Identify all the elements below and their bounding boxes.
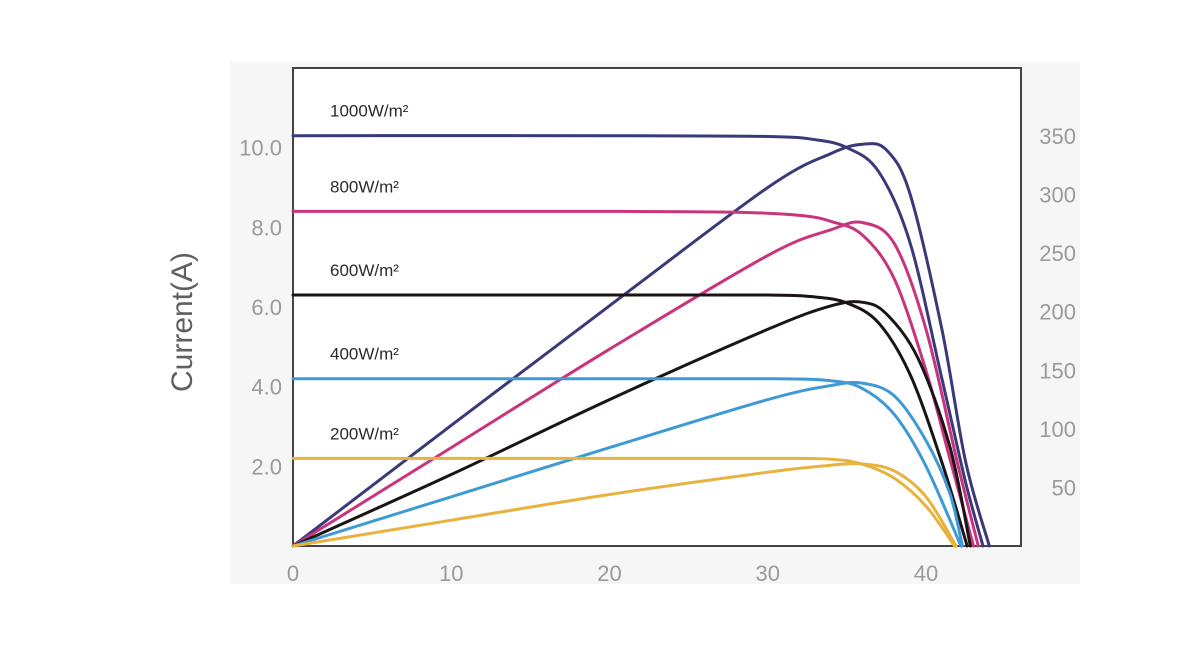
pv-curve-600w-m	[291, 300, 972, 548]
iv-curve-200w-m	[291, 456, 956, 548]
y-tick-label: 8.0	[251, 215, 282, 240]
y2-ticks: 50 100 150 200 250 300 350	[1039, 124, 1076, 500]
y2-tick-label: 300	[1039, 183, 1076, 208]
y-tick-label: 2.0	[251, 454, 282, 479]
x-tick-label: 10	[439, 561, 463, 586]
y-tick-label: 6.0	[251, 295, 282, 320]
pv-curve-200w-m	[291, 462, 958, 548]
y2-tick-label: 50	[1052, 475, 1076, 500]
x-tick-label: 20	[597, 561, 621, 586]
y-ticks: 2.0 4.0 6.0 8.0 10.0	[239, 136, 282, 480]
iv-curve-1000w-m	[291, 134, 985, 548]
iv-curve-600w-m	[291, 293, 969, 548]
curve-label-1000w-m: 1000W/m²	[330, 102, 409, 121]
plot-frame	[292, 67, 1022, 547]
curve-label-400w-m: 400W/m²	[330, 345, 399, 364]
pv-curve-400w-m	[291, 380, 964, 548]
curves	[291, 134, 991, 548]
iv-curve-400w-m	[291, 377, 963, 548]
x-tick-label: 30	[756, 561, 780, 586]
x-tick-label: 0	[287, 561, 299, 586]
y-tick-label: 4.0	[251, 375, 282, 400]
y2-tick-label: 100	[1039, 417, 1076, 442]
curve-labels: 1000W/m² 800W/m² 600W/m² 400W/m² 200W/m²	[330, 102, 409, 444]
y2-tick-label: 250	[1039, 241, 1076, 266]
curve-label-200w-m: 200W/m²	[330, 424, 399, 443]
x-ticks: 0 10 20 30 40	[287, 561, 938, 586]
iv-curve-800w-m	[291, 209, 975, 548]
curve-label-800w-m: 800W/m²	[330, 177, 399, 196]
y-tick-label: 10.0	[239, 136, 282, 161]
y2-tick-label: 350	[1039, 124, 1076, 149]
y2-tick-label: 200	[1039, 300, 1076, 325]
x-tick-label: 40	[914, 561, 938, 586]
curve-label-600w-m: 600W/m²	[330, 261, 399, 280]
pv-curve-800w-m	[291, 220, 980, 548]
y-axis-label: Current(A)	[166, 252, 199, 392]
y2-tick-label: 150	[1039, 358, 1076, 383]
